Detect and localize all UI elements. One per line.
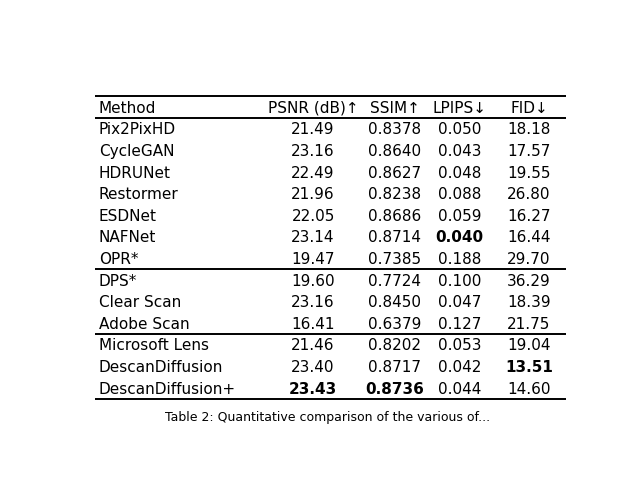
Text: Microsoft Lens: Microsoft Lens [99,338,209,353]
Text: 0.8686: 0.8686 [369,208,422,223]
Text: FID↓: FID↓ [510,101,548,116]
Text: 0.8640: 0.8640 [369,144,422,159]
Text: 0.040: 0.040 [435,230,483,245]
Text: 16.27: 16.27 [507,208,550,223]
Text: 0.100: 0.100 [438,273,481,288]
Text: 21.49: 21.49 [291,122,335,137]
Text: 0.088: 0.088 [438,187,481,202]
Text: 0.8378: 0.8378 [369,122,422,137]
Text: 18.18: 18.18 [507,122,550,137]
Text: 23.16: 23.16 [291,295,335,310]
Text: 0.127: 0.127 [438,316,481,331]
Text: 16.41: 16.41 [291,316,335,331]
Text: 21.75: 21.75 [507,316,550,331]
Text: 0.050: 0.050 [438,122,481,137]
Text: 26.80: 26.80 [507,187,550,202]
Text: 22.05: 22.05 [291,208,335,223]
Text: SSIM↑: SSIM↑ [370,101,420,116]
Text: 0.044: 0.044 [438,381,481,396]
Text: 18.39: 18.39 [507,295,550,310]
Text: Method: Method [99,101,156,116]
Text: 19.47: 19.47 [291,252,335,266]
Text: DescanDiffusion+: DescanDiffusion+ [99,381,236,396]
Text: DPS*: DPS* [99,273,137,288]
Text: 23.16: 23.16 [291,144,335,159]
Text: 16.44: 16.44 [507,230,550,245]
Text: 19.04: 19.04 [507,338,550,353]
Text: Clear Scan: Clear Scan [99,295,181,310]
Text: NAFNet: NAFNet [99,230,156,245]
Text: 0.188: 0.188 [438,252,481,266]
Text: HDRUNet: HDRUNet [99,165,171,180]
Text: 36.29: 36.29 [507,273,551,288]
Text: 0.7724: 0.7724 [369,273,422,288]
Text: 0.043: 0.043 [438,144,481,159]
Text: 23.14: 23.14 [291,230,335,245]
Text: 13.51: 13.51 [505,359,553,374]
Text: CycleGAN: CycleGAN [99,144,174,159]
Text: 0.8202: 0.8202 [369,338,422,353]
Text: 0.8714: 0.8714 [369,230,422,245]
Text: DescanDiffusion: DescanDiffusion [99,359,223,374]
Text: 0.8238: 0.8238 [369,187,422,202]
Text: 0.8717: 0.8717 [369,359,422,374]
Text: 19.55: 19.55 [507,165,550,180]
Text: 0.053: 0.053 [438,338,481,353]
Text: 0.048: 0.048 [438,165,481,180]
Text: 0.7385: 0.7385 [369,252,422,266]
Text: 0.6379: 0.6379 [368,316,422,331]
Text: 23.40: 23.40 [291,359,335,374]
Text: 21.96: 21.96 [291,187,335,202]
Text: 21.46: 21.46 [291,338,335,353]
Text: 0.8627: 0.8627 [369,165,422,180]
Text: 29.70: 29.70 [507,252,550,266]
Text: 14.60: 14.60 [507,381,550,396]
Text: LPIPS↓: LPIPS↓ [433,101,486,116]
Text: 23.43: 23.43 [289,381,337,396]
Text: 0.059: 0.059 [438,208,481,223]
Text: 17.57: 17.57 [507,144,550,159]
Text: Pix2PixHD: Pix2PixHD [99,122,176,137]
Text: OPR*: OPR* [99,252,138,266]
Text: Adobe Scan: Adobe Scan [99,316,189,331]
Text: ESDNet: ESDNet [99,208,157,223]
Text: Table 2: Quantitative comparison of the various of...: Table 2: Quantitative comparison of the … [165,410,491,423]
Text: 0.042: 0.042 [438,359,481,374]
Text: 0.047: 0.047 [438,295,481,310]
Text: Restormer: Restormer [99,187,179,202]
Text: 19.60: 19.60 [291,273,335,288]
Text: PSNR (dB)↑: PSNR (dB)↑ [268,101,358,116]
Text: 22.49: 22.49 [291,165,335,180]
Text: 0.8450: 0.8450 [369,295,422,310]
Text: 0.8736: 0.8736 [365,381,424,396]
